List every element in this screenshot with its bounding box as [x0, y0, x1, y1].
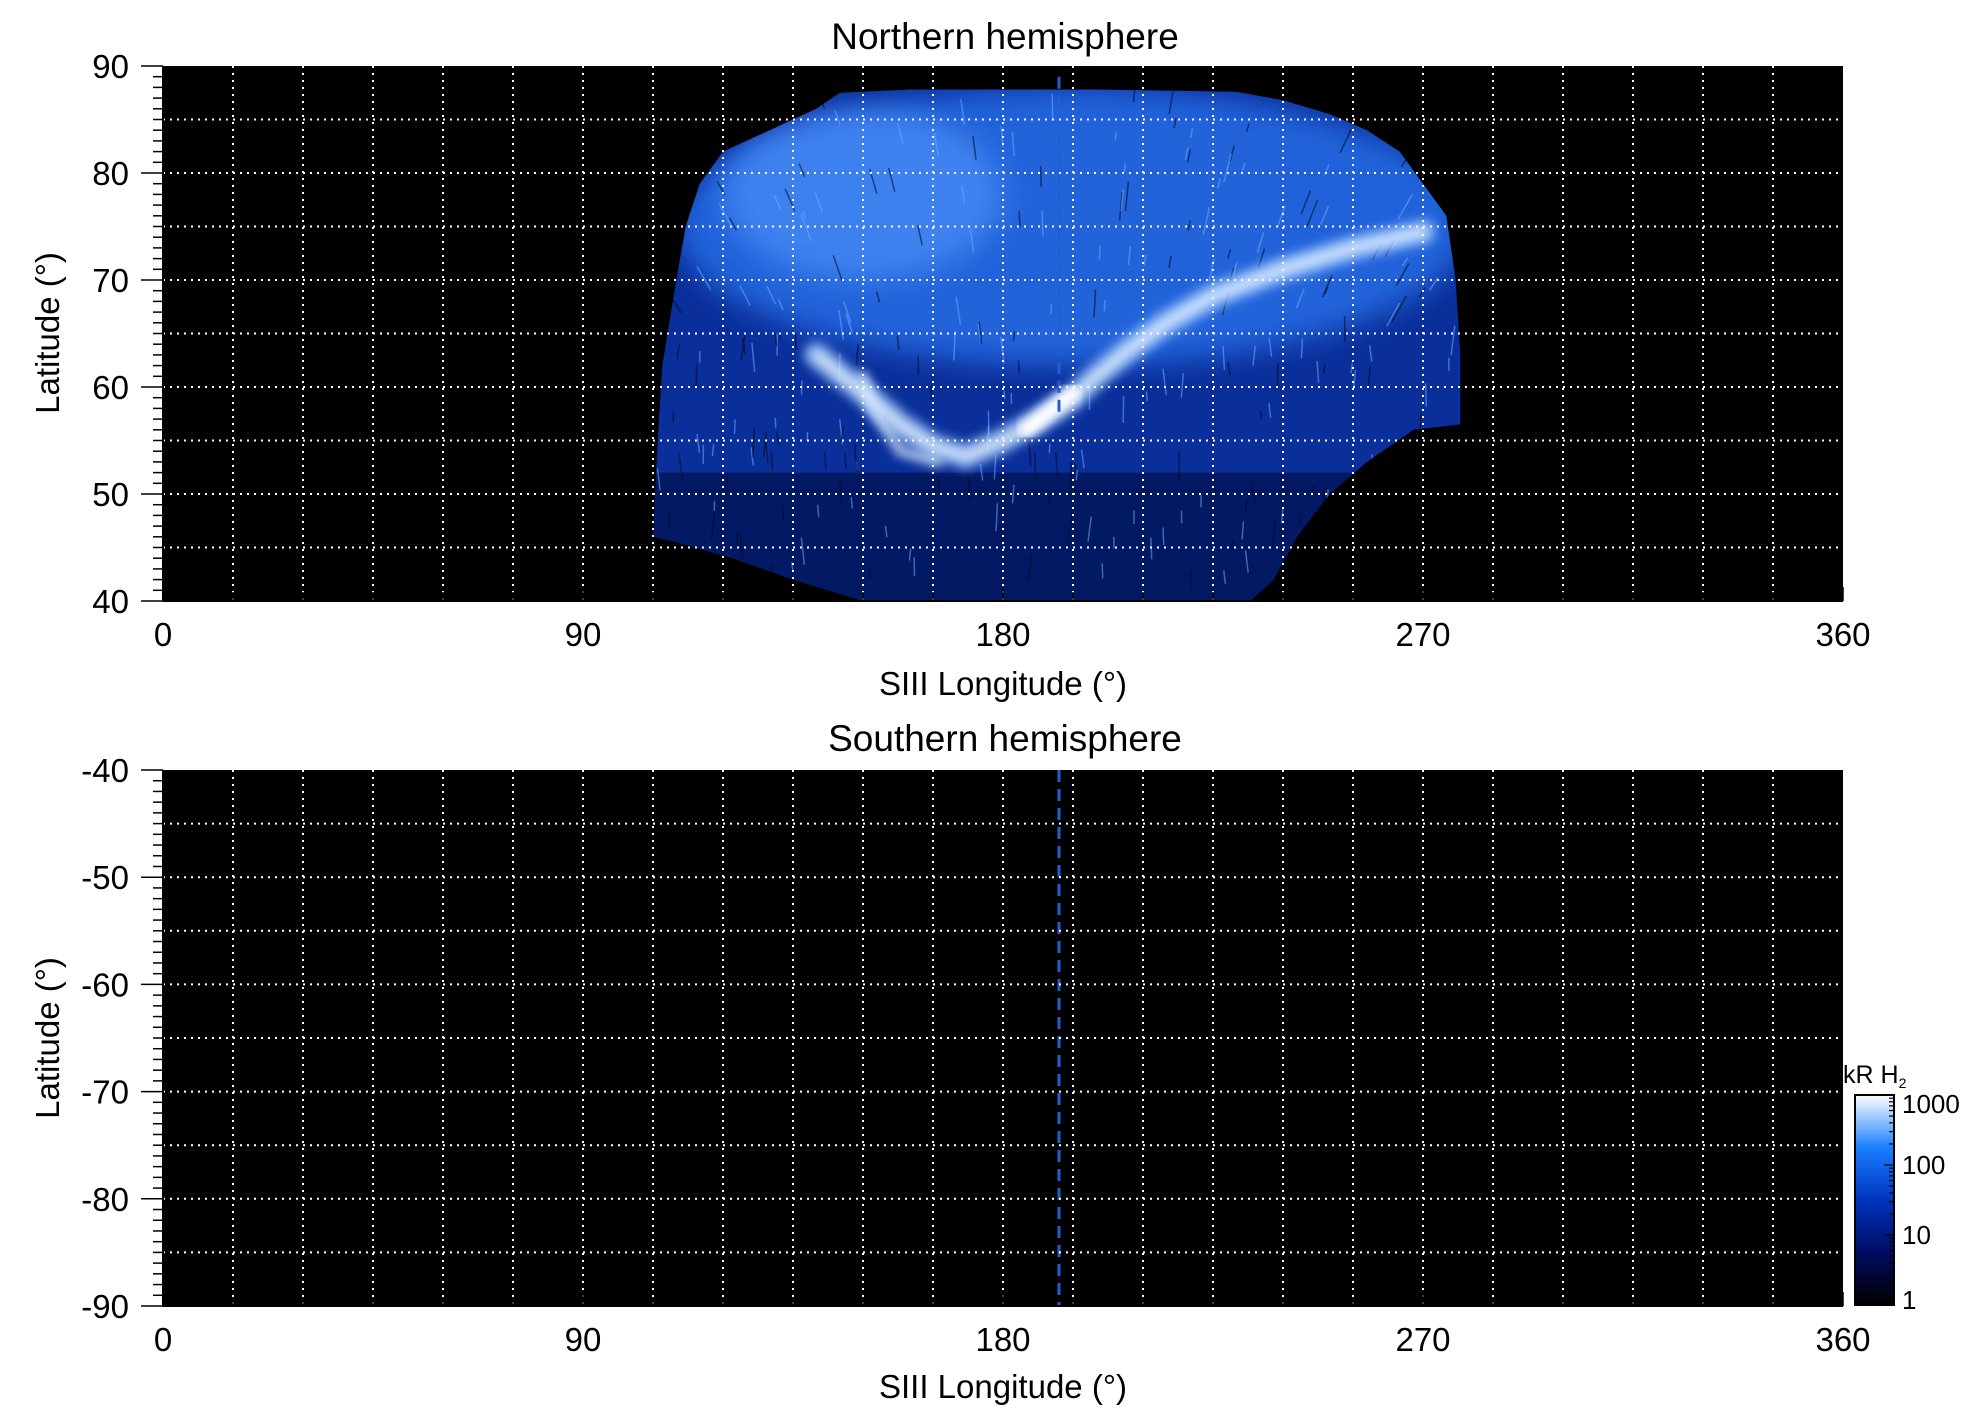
- emission-streak: [1070, 463, 1071, 492]
- x-axis-label: SIII Longitude (°): [879, 1368, 1127, 1405]
- southern-panel: Southern hemisphere -40 -50 -60 -70 -80 -90 0…: [29, 718, 1871, 1405]
- emission-streak: [1049, 444, 1050, 453]
- emission-streak: [1099, 245, 1100, 259]
- emission-streak: [1301, 339, 1302, 359]
- colorbar-tick-label: 1: [1902, 1285, 1916, 1315]
- y-tick-label: 60: [92, 369, 129, 406]
- emission-streak: [1115, 132, 1116, 140]
- emission-streak: [1124, 163, 1125, 172]
- emission-streak: [1246, 501, 1247, 512]
- colorbar-tick-label: 1000: [1902, 1089, 1960, 1119]
- x-tick-label: 0: [154, 1321, 172, 1358]
- y-tick-label: -60: [81, 966, 129, 1003]
- colorbar-label: kR H2: [1843, 1061, 1907, 1091]
- emission-streak: [870, 567, 871, 578]
- y-tick-label: -80: [81, 1181, 129, 1218]
- y-axis-label: Latitude (°): [29, 252, 66, 414]
- y-tick-label: 70: [92, 262, 129, 299]
- x-tick-label: 0: [154, 616, 172, 653]
- emission-streak: [1345, 316, 1346, 342]
- x-tick-label: 360: [1815, 1321, 1870, 1358]
- x-tick-label: 270: [1395, 1321, 1450, 1358]
- panel-title: Northern hemisphere: [831, 16, 1179, 57]
- emission-streak: [1102, 563, 1103, 578]
- emission-streak: [1260, 411, 1261, 419]
- emission-streak: [1163, 527, 1164, 545]
- y-axis-label: Latitude (°): [29, 957, 66, 1119]
- panel-title: Southern hemisphere: [828, 718, 1182, 759]
- emission-streak: [1019, 211, 1020, 226]
- northern-panel: Northern hemisphere 40 50 60 70 80 90 0 90 180 2…: [29, 16, 1871, 702]
- x-tick-label: 90: [565, 616, 602, 653]
- emission-streak: [783, 507, 784, 522]
- y-axis: -40 -50 -60 -70 -80 -90: [81, 752, 163, 1325]
- colorbar-label-text: kR H: [1843, 1061, 1899, 1089]
- x-tick-label: 180: [975, 1321, 1030, 1358]
- emission-streak: [1042, 211, 1043, 236]
- colorbar-ticks: 1 10 100 1000: [1884, 1089, 1960, 1315]
- y-tick-label: 90: [92, 48, 129, 85]
- x-tick-label: 270: [1395, 616, 1450, 653]
- emission-streak: [1035, 453, 1036, 474]
- emission-streak: [775, 418, 776, 428]
- colorbar-tick-label: 100: [1902, 1150, 1945, 1180]
- y-tick-label: 80: [92, 155, 129, 192]
- emission-streak: [1232, 540, 1233, 549]
- y-axis: 40 50 60 70 80 90: [92, 48, 163, 620]
- x-axis-label: SIII Longitude (°): [879, 665, 1127, 702]
- y-tick-label: -40: [81, 752, 129, 789]
- y-tick-label: 40: [92, 583, 129, 620]
- y-tick-label: -50: [81, 859, 129, 896]
- polar-glow: [723, 109, 1003, 280]
- x-tick-label: 180: [975, 616, 1030, 653]
- emission-streak: [735, 419, 736, 433]
- emission-streak: [727, 476, 728, 487]
- emission-streak: [1146, 391, 1147, 401]
- emission-streak: [1426, 383, 1427, 406]
- y-tick-label: -70: [81, 1074, 129, 1111]
- emission-streak: [1313, 485, 1314, 495]
- emission-streak: [1191, 570, 1192, 589]
- x-tick-label: 90: [565, 1321, 602, 1358]
- emission-streak: [696, 364, 697, 387]
- x-tick-label: 360: [1815, 616, 1870, 653]
- emission-streak: [1123, 396, 1124, 423]
- colorbar: kR H2 1 10 100 1000: [1843, 1061, 1960, 1315]
- emission-streak: [931, 386, 932, 399]
- colorbar-tick-label: 10: [1902, 1220, 1931, 1250]
- y-tick-label: 50: [92, 476, 129, 513]
- emission-streak: [1041, 166, 1042, 187]
- colorbar-gradient: [1855, 1095, 1894, 1305]
- emission-streak: [825, 452, 826, 469]
- y-tick-label: -90: [81, 1288, 129, 1325]
- emission-streak: [1004, 391, 1005, 399]
- emission-streak: [1104, 300, 1105, 311]
